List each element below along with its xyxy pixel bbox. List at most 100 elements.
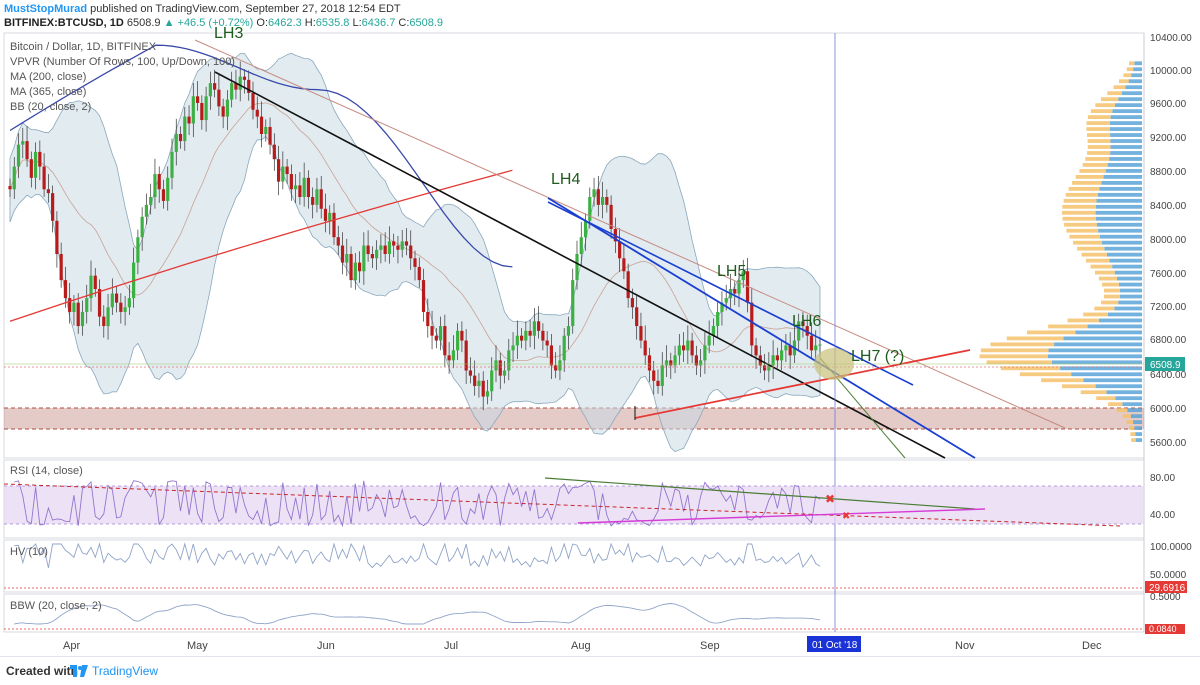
candle [771,355,775,366]
volume-profile-down-bar [1087,115,1111,119]
candle [528,330,532,336]
candle [630,298,635,308]
candle [16,144,21,167]
annotation-lh4[interactable]: LH4 [551,171,580,188]
rsi-line [14,480,821,528]
candle [315,189,319,205]
volume-profile-up-bar [1133,67,1142,72]
candle [123,307,127,312]
candle [780,350,784,361]
candle [635,307,639,327]
candlestick-series [8,61,822,411]
volume-profile-down-bar [1090,264,1113,269]
volume-profile-down-bar [1131,438,1136,442]
candle [677,345,681,356]
rsi-trend-green[interactable] [544,477,976,510]
annotation-lh5[interactable]: LH5 [717,263,746,280]
price-chart[interactable]: LH3 LH4 LH5 LH6 LH7 (?) Bitcoin / Dollar… [0,0,1200,656]
candle [166,177,170,201]
candle [259,116,264,134]
rsi-trend-magenta[interactable] [577,508,986,524]
candle [524,330,528,341]
low-value: 6436.7 [361,17,396,29]
candle [153,174,157,198]
volume-profile-down-bar [1094,306,1115,311]
trendline-black[interactable] [214,71,946,459]
volume-profile-down-bar [1087,139,1111,143]
time-axis[interactable]: Apr May Jun Jul Aug Sep Nov Dec [63,640,1102,652]
candle [750,302,754,346]
candle [208,83,212,97]
candle [178,133,183,142]
legend-ma365[interactable]: MA (365, close) [10,86,86,98]
candle [575,254,579,281]
annotation-lh6[interactable]: LH6 [792,313,821,330]
volume-profile-up-bar [1063,336,1142,341]
rsi-tick: 40.00 [1150,510,1175,521]
high-value: 6535.8 [315,17,350,29]
volume-profile-up-bar [1106,252,1142,257]
tradingview-brand[interactable]: TradingView [92,664,159,678]
annotation-lh3[interactable]: LH3 [214,25,243,42]
candle [221,106,225,117]
candle [784,345,788,351]
volume-profile-down-bar [1126,420,1134,425]
candle [106,307,110,327]
annotation-lh7[interactable]: LH7 (?) [851,348,904,365]
legend-bb[interactable]: BB (20, close, 2) [10,101,91,113]
author-link[interactable]: MustStopMurad [4,3,88,15]
volume-profile-down-bar [1118,79,1129,84]
volume-profile-down-bar [1123,73,1132,78]
trendline-red-support[interactable] [634,349,971,419]
candle [328,212,332,221]
price-tick: 6400.00 [1150,370,1187,381]
month-tick: Jun [317,640,335,652]
candle [195,96,200,103]
tradingview-logo-icon[interactable] [70,665,88,677]
volume-profile-up-bar [1105,169,1142,173]
trendline-brown[interactable] [194,39,1066,429]
candle [532,321,536,336]
bbw-pane[interactable] [3,593,1145,633]
candle [230,83,234,100]
bbw-value-tag [1145,624,1185,634]
bbw-legend[interactable]: BBW (20, close, 2) [10,600,102,612]
candle [762,365,767,371]
volume-profile-up-bar [1116,276,1142,281]
candle [558,360,562,371]
candle [353,262,357,281]
candle [549,345,554,366]
candle [217,89,221,107]
trendline-blue-2[interactable] [547,201,914,386]
candle [89,275,93,299]
rsi-legend[interactable]: RSI (14, close) [10,465,83,477]
candle [797,321,801,341]
candle [234,83,238,90]
hv-legend[interactable]: HV (10) [10,546,48,558]
legend-symbol[interactable]: Bitcoin / Dollar, 1D, BITFINEX [10,41,157,53]
volume-profile-down-bar [986,360,1052,365]
candle [396,245,400,250]
trendline-blue-1[interactable] [547,197,976,459]
legend-ma200[interactable]: MA (200, close) [10,71,86,83]
candle [149,197,153,205]
candle [340,245,345,263]
volume-profile-down-bar [1086,127,1110,131]
candle [464,340,468,371]
volume-profile-down-bar [1061,210,1096,215]
candle [404,241,409,246]
volume-profile-up-bar [1131,73,1142,78]
price-axis[interactable]: 10400.00 10000.00 9600.00 9200.00 8800.0… [1150,33,1192,449]
candle [716,311,720,327]
legend-vpvr[interactable]: VPVR (Number Of Rows, 100, Up/Down, 100) [10,56,235,68]
volume-profile-up-bar [1060,366,1142,371]
volume-profile-down-bar [1066,228,1099,233]
price-value: 6508.9 [126,17,161,29]
candle [311,197,315,205]
candle [319,189,323,209]
volume-profile-up-bar [1106,390,1142,395]
volume-profile-down-bar [1103,294,1120,299]
volume-profile-down-bar [1126,67,1134,72]
candle [805,326,809,336]
volume-profile-down-bar [1077,246,1105,251]
